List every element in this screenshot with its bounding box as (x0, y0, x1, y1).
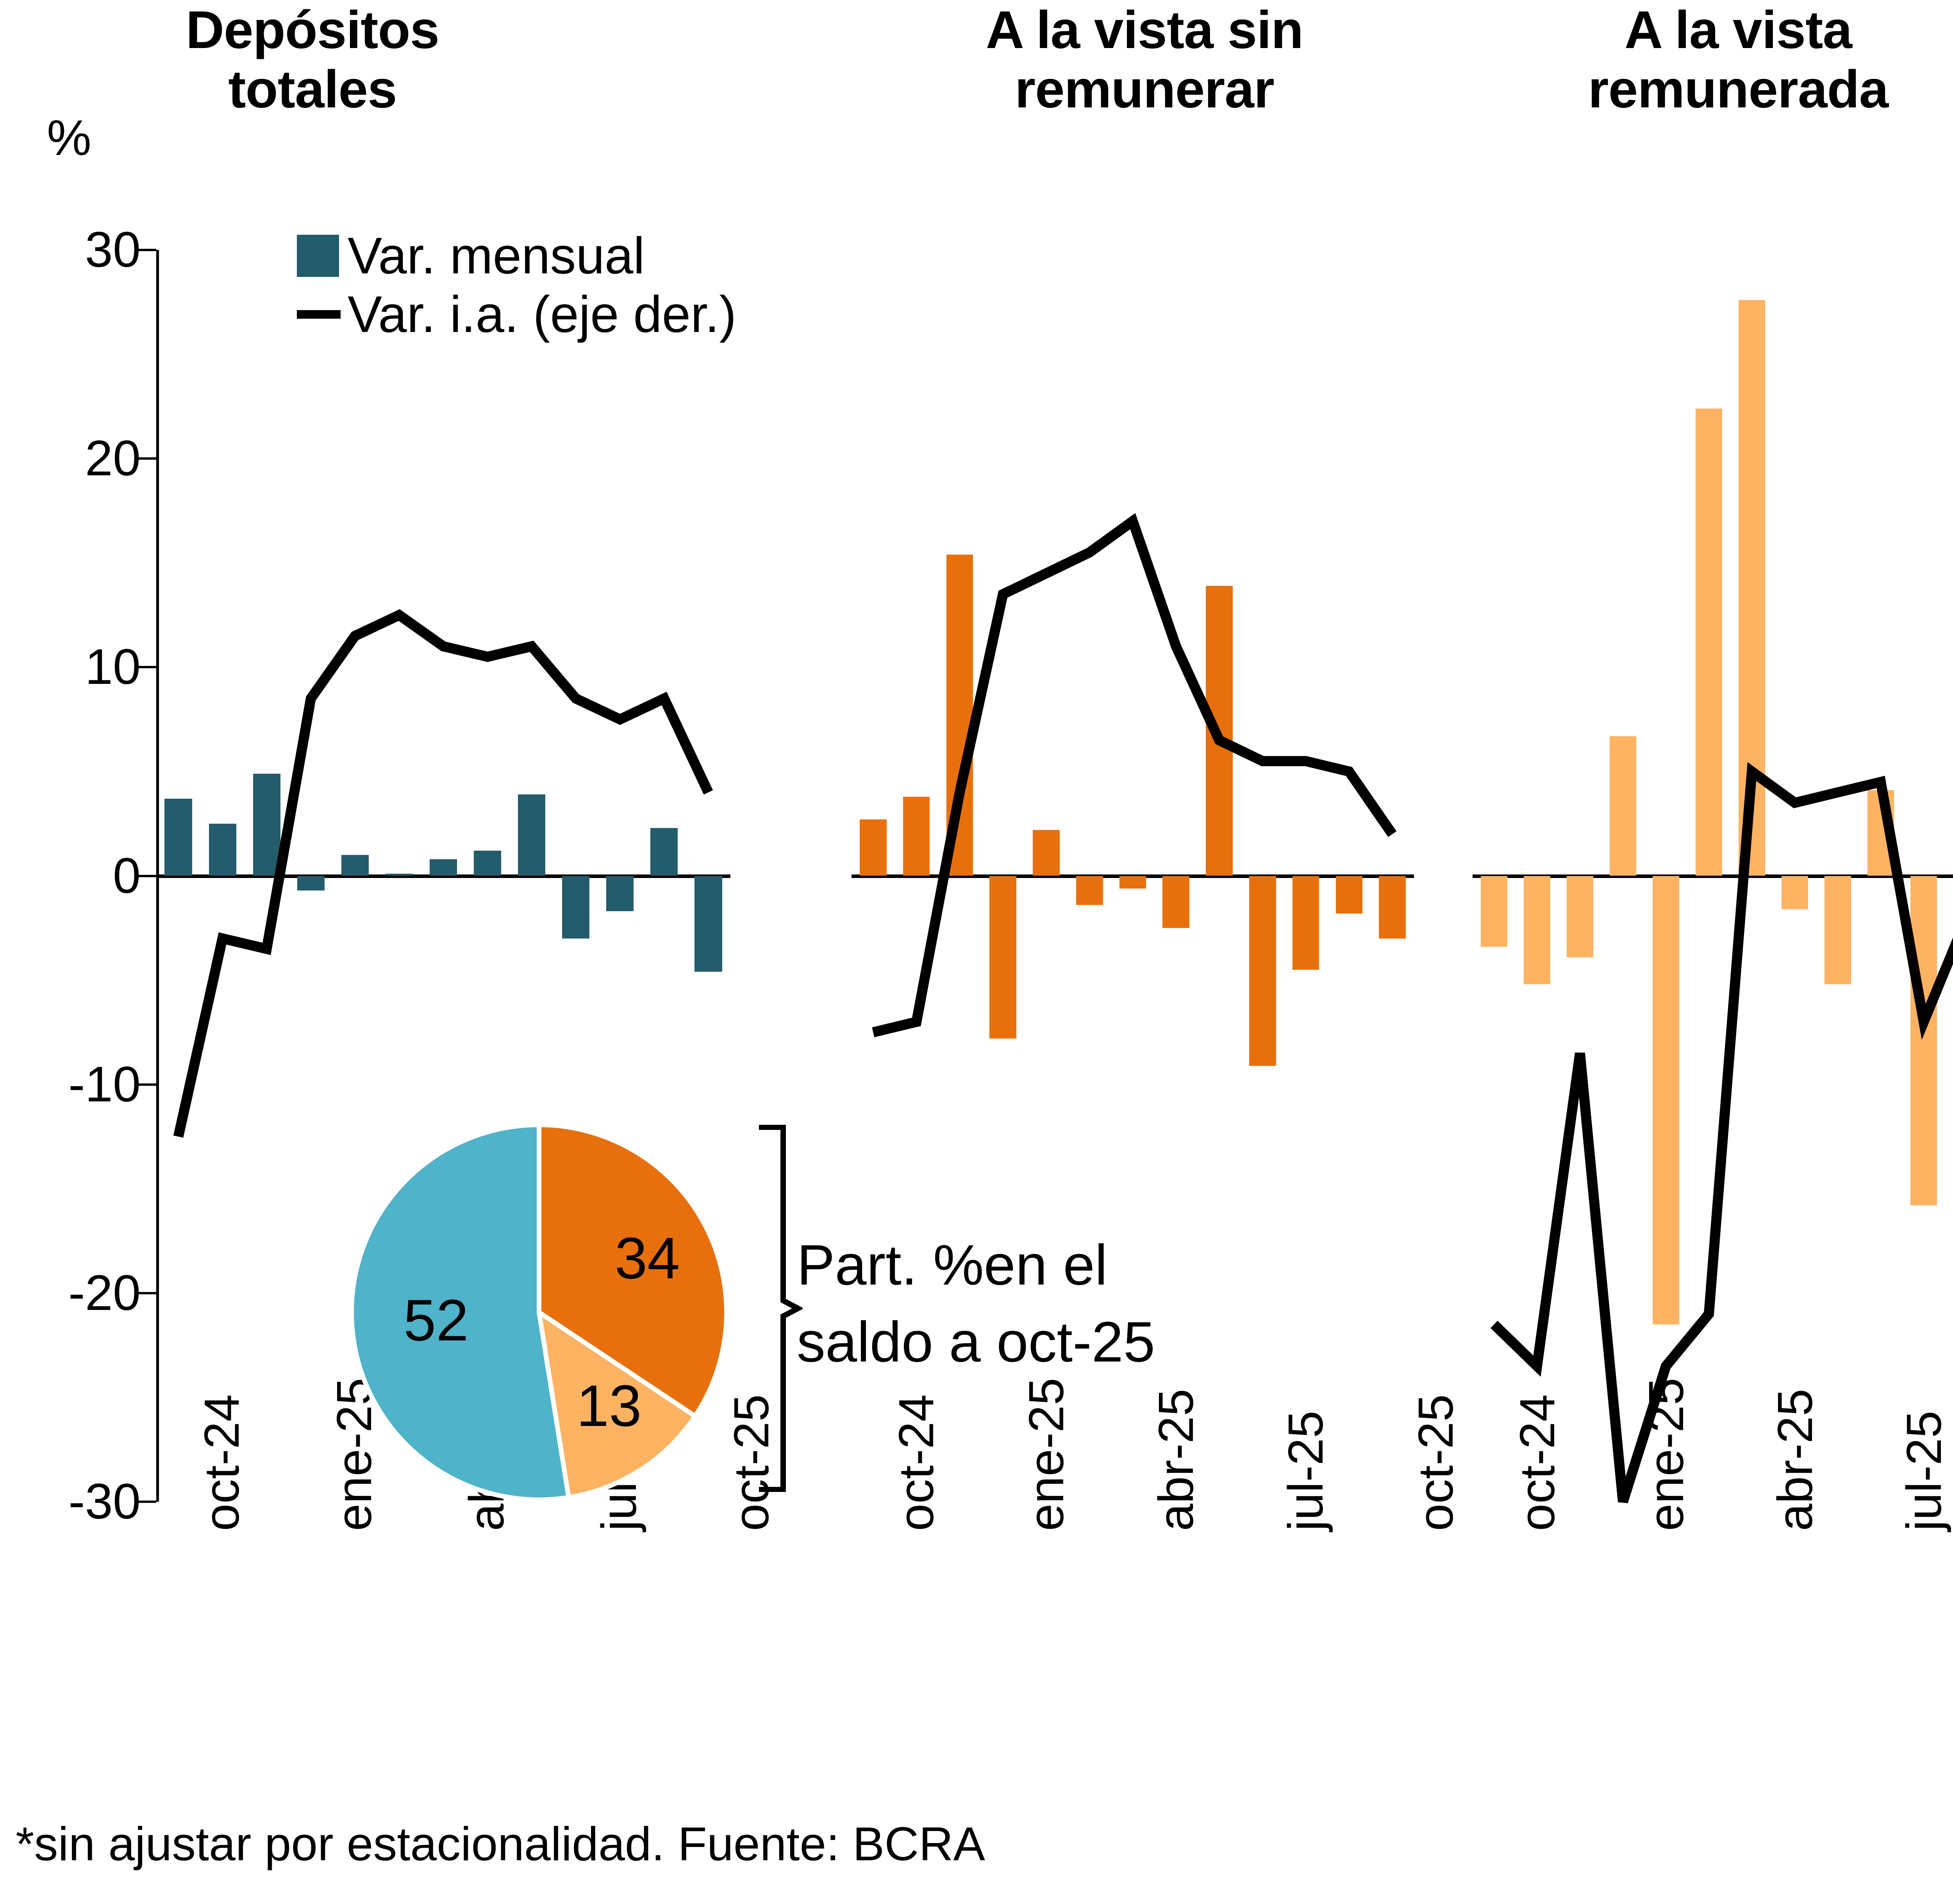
bar (1910, 876, 1937, 1206)
legend-item-line: Var. i.a. (eje der.) (297, 285, 736, 344)
panel-title-vista-sin-remunerar: A la vista sin remunerar (985, 0, 1303, 119)
bar (1609, 736, 1637, 876)
pie-chart: 34 13 52 (344, 1117, 734, 1508)
pie-slice-value-2: 52 (403, 1287, 469, 1353)
x-tick-ene-25: ene-25 (1639, 1378, 1694, 1531)
panel-title-vista-remunerada: A la vista remunerada (1588, 0, 1889, 119)
bar (297, 876, 325, 890)
bar (1119, 876, 1146, 889)
left-tick--30: -30 (68, 1474, 141, 1529)
bar (209, 823, 236, 876)
legend-bar-swatch-icon (297, 235, 339, 277)
line-series-overlay (872, 513, 1397, 1037)
legend-item-bar: Var. mensual (297, 227, 736, 285)
bar (1523, 876, 1551, 985)
bar (989, 876, 1017, 1039)
axis-tick-mark (138, 1083, 156, 1086)
bar (562, 876, 590, 939)
legend-line-swatch-icon (297, 310, 341, 319)
bar (341, 855, 369, 876)
axis-tick-mark (138, 666, 156, 669)
line-path (872, 513, 1397, 1037)
bar (1652, 876, 1680, 1324)
plot-panel-vista_sin_remunerar (852, 0, 1414, 1904)
bar (860, 819, 887, 876)
bar (1480, 876, 1508, 947)
line-path (1490, 762, 1953, 1503)
bar (1695, 408, 1723, 876)
bar (474, 851, 502, 876)
bar (518, 794, 546, 876)
bar (1335, 876, 1363, 914)
bar (1033, 830, 1060, 876)
line-series-overlay (1490, 762, 1953, 1503)
bar (1162, 876, 1190, 928)
pie-slice (536, 1307, 698, 1500)
left-tick-30: 30 (85, 222, 141, 278)
line-path (173, 609, 713, 1138)
x-tick-abr-25: abr-25 (1148, 1388, 1203, 1531)
x-tick-jul-25: jul-25 (1896, 1410, 1951, 1531)
bar (1249, 876, 1276, 1066)
x-tick-ene-25: ene-25 (1018, 1378, 1074, 1531)
left-tick--10: -10 (68, 1056, 141, 1112)
left-axis-unit: % (47, 110, 91, 166)
x-tick-oct-25: oct-25 (1408, 1394, 1463, 1531)
bar (164, 798, 192, 876)
bar (650, 828, 678, 876)
zero-line (1473, 874, 1953, 878)
bar (903, 796, 930, 876)
axis-tick-mark (138, 1292, 156, 1294)
line-series-overlay (173, 609, 713, 1138)
legend: Var. mensual Var. i.a. (eje der.) (297, 227, 736, 344)
x-tick-oct-24: oct-24 (194, 1394, 249, 1531)
bar (1292, 876, 1319, 970)
panel-title-total: Depósitos totales (186, 0, 439, 119)
bar (1566, 876, 1594, 957)
x-tick-oct-24: oct-24 (1510, 1394, 1565, 1531)
pie-slice-value-1: 13 (576, 1373, 642, 1439)
axis-tick-mark (138, 457, 156, 460)
bar (385, 874, 413, 876)
bar (429, 859, 457, 876)
pie-svg (349, 1122, 729, 1502)
footnote: *sin ajustar por estacionalidad. Fuente:… (16, 1817, 985, 1870)
axis-tick-mark (138, 1501, 156, 1503)
pie-slice-value-0: 34 (614, 1225, 680, 1291)
left-tick-20: 20 (85, 430, 141, 487)
plot-panel-vista_remunerada (1473, 0, 1953, 1904)
x-tick-jul-25: jul-25 (1278, 1410, 1334, 1531)
bar (1076, 876, 1103, 905)
zero-line (156, 874, 730, 878)
bar (1781, 876, 1808, 909)
left-tick-10: 10 (85, 639, 141, 695)
x-tick-oct-24: oct-24 (889, 1394, 944, 1531)
pie-slice (349, 1122, 571, 1502)
axis-tick-mark (138, 249, 156, 251)
bar (1379, 876, 1406, 939)
legend-bar-label: Var. mensual (348, 227, 645, 284)
brace-icon (759, 1125, 803, 1492)
bar (253, 773, 280, 876)
x-tick-abr-25: abr-25 (1767, 1388, 1823, 1531)
legend-line-label: Var. i.a. (eje der.) (348, 286, 737, 343)
axis-tick-mark (138, 874, 156, 877)
left-tick--20: -20 (68, 1265, 141, 1321)
left-tick-0: 0 (112, 848, 141, 904)
plot-panel-total (138, 0, 730, 1904)
pie-annotation: Part. %en el saldo a oct-25 (797, 1233, 1155, 1374)
bar (1824, 876, 1851, 985)
bar (694, 876, 722, 972)
bar (606, 876, 634, 912)
